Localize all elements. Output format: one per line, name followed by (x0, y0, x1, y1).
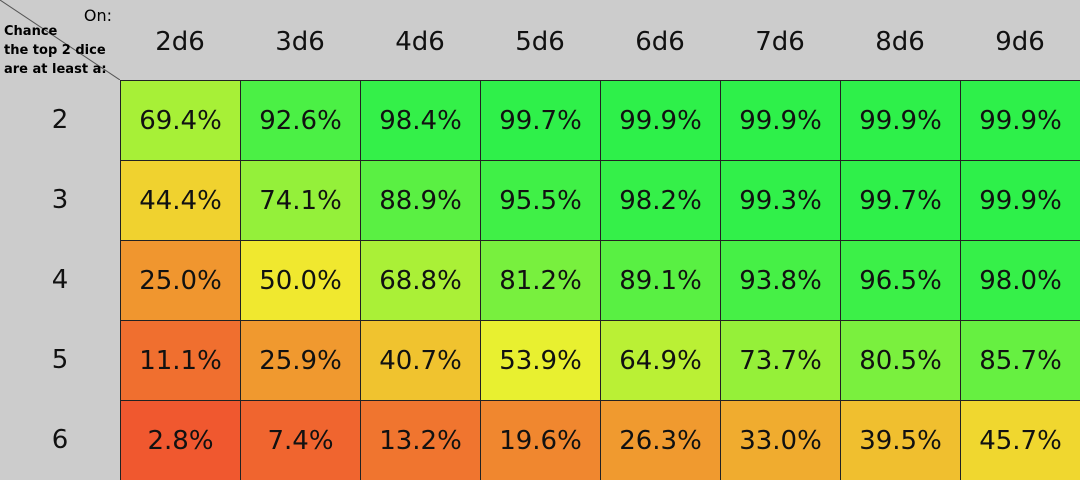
heatmap-cell-3-5d6: 95.5% (480, 160, 600, 240)
heatmap-cell-6-6d6: 26.3% (600, 400, 720, 480)
heatmap-cell-3-6d6: 98.2% (600, 160, 720, 240)
row-header-4: 4 (0, 240, 120, 320)
row-header-5: 5 (0, 320, 120, 400)
column-header-3d6: 3d6 (240, 0, 360, 80)
heatmap-cell-5-6d6: 64.9% (600, 320, 720, 400)
row-header-2: 2 (0, 80, 120, 160)
heatmap-cell-3-2d6: 44.4% (120, 160, 240, 240)
column-header-5d6: 5d6 (480, 0, 600, 80)
heatmap-cell-6-7d6: 33.0% (720, 400, 840, 480)
heatmap-cell-3-3d6: 74.1% (240, 160, 360, 240)
heatmap-cell-4-9d6: 98.0% (960, 240, 1080, 320)
heatmap-cell-4-4d6: 68.8% (360, 240, 480, 320)
heatmap-cell-4-5d6: 81.2% (480, 240, 600, 320)
heatmap-cell-2-8d6: 99.9% (840, 80, 960, 160)
heatmap-cell-6-3d6: 7.4% (240, 400, 360, 480)
heatmap-cell-6-5d6: 19.6% (480, 400, 600, 480)
heatmap-cell-3-4d6: 88.9% (360, 160, 480, 240)
heatmap-cell-5-4d6: 40.7% (360, 320, 480, 400)
heatmap-cell-3-8d6: 99.7% (840, 160, 960, 240)
heatmap-cell-2-7d6: 99.9% (720, 80, 840, 160)
corner-label-line-2: the top 2 dice (4, 43, 106, 58)
heatmap-cell-4-2d6: 25.0% (120, 240, 240, 320)
heatmap-cell-5-2d6: 11.1% (120, 320, 240, 400)
row-header-3: 3 (0, 160, 120, 240)
heatmap-cell-2-5d6: 99.7% (480, 80, 600, 160)
heatmap-cell-2-2d6: 69.4% (120, 80, 240, 160)
corner-on-label: On: (83, 6, 112, 25)
heatmap-cell-4-3d6: 50.0% (240, 240, 360, 320)
corner-diagonal-line (0, 0, 120, 80)
heatmap-cell-5-8d6: 80.5% (840, 320, 960, 400)
column-header-4d6: 4d6 (360, 0, 480, 80)
column-header-9d6: 9d6 (960, 0, 1080, 80)
heatmap-cell-6-2d6: 2.8% (120, 400, 240, 480)
column-header-6d6: 6d6 (600, 0, 720, 80)
heatmap-cell-6-4d6: 13.2% (360, 400, 480, 480)
column-header-8d6: 8d6 (840, 0, 960, 80)
heatmap-cell-4-8d6: 96.5% (840, 240, 960, 320)
heatmap-cell-5-5d6: 53.9% (480, 320, 600, 400)
corner-header: On: Chance the top 2 dice are at least a… (0, 0, 120, 80)
column-header-7d6: 7d6 (720, 0, 840, 80)
heatmap-cell-5-9d6: 85.7% (960, 320, 1080, 400)
corner-label-line-1: Chance (4, 24, 58, 39)
corner-label-line-3: are at least a: (4, 62, 107, 77)
column-header-2d6: 2d6 (120, 0, 240, 80)
heatmap-cell-5-3d6: 25.9% (240, 320, 360, 400)
heatmap-cell-2-6d6: 99.9% (600, 80, 720, 160)
heatmap-cell-6-8d6: 39.5% (840, 400, 960, 480)
heatmap-cell-6-9d6: 45.7% (960, 400, 1080, 480)
heatmap-cell-2-3d6: 92.6% (240, 80, 360, 160)
heatmap-cell-5-7d6: 73.7% (720, 320, 840, 400)
heatmap-cell-4-7d6: 93.8% (720, 240, 840, 320)
heatmap-cell-4-6d6: 89.1% (600, 240, 720, 320)
heatmap-cell-2-9d6: 99.9% (960, 80, 1080, 160)
heatmap-cell-2-4d6: 98.4% (360, 80, 480, 160)
heatmap-cell-3-7d6: 99.3% (720, 160, 840, 240)
heatmap-cell-3-9d6: 99.9% (960, 160, 1080, 240)
row-header-6: 6 (0, 400, 120, 480)
